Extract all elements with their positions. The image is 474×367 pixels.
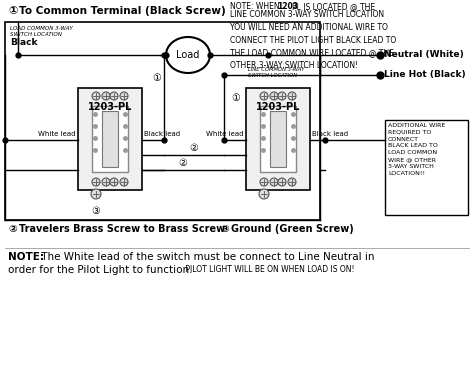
Text: 1203-PL: 1203-PL bbox=[88, 102, 132, 112]
Bar bbox=[102, 111, 118, 167]
Text: White lead: White lead bbox=[38, 131, 76, 137]
Text: LINE COMMON 3-WAY SWITCH LOCATION
YOU WILL NEED AN ADDITIONAL WIRE TO
CONNECT TH: LINE COMMON 3-WAY SWITCH LOCATION YOU WI… bbox=[230, 10, 396, 70]
Text: Neutral (White): Neutral (White) bbox=[384, 51, 464, 59]
Text: To Common Terminal (Black Screw): To Common Terminal (Black Screw) bbox=[19, 6, 226, 16]
Text: ①: ① bbox=[153, 73, 161, 83]
Text: order for the Pilot Light to function.: order for the Pilot Light to function. bbox=[8, 265, 192, 275]
Text: ①: ① bbox=[8, 6, 18, 16]
Circle shape bbox=[92, 92, 100, 100]
Circle shape bbox=[91, 189, 101, 199]
Text: NOTE: WHEN: NOTE: WHEN bbox=[230, 2, 280, 11]
Text: White lead: White lead bbox=[207, 131, 244, 137]
Circle shape bbox=[120, 92, 128, 100]
Circle shape bbox=[278, 92, 286, 100]
Bar bbox=[246, 88, 310, 190]
Circle shape bbox=[260, 178, 268, 186]
Text: Travelers Brass Screw to Brass Screw: Travelers Brass Screw to Brass Screw bbox=[19, 224, 225, 234]
Circle shape bbox=[270, 92, 278, 100]
Bar bbox=[385, 120, 468, 215]
Text: Load: Load bbox=[176, 50, 200, 60]
Circle shape bbox=[259, 189, 269, 199]
Circle shape bbox=[110, 178, 118, 186]
Circle shape bbox=[278, 178, 286, 186]
Circle shape bbox=[120, 178, 128, 186]
Text: ②: ② bbox=[190, 143, 199, 153]
Text: LINE COMMON 3-WAY
SWITCH LOCATION: LINE COMMON 3-WAY SWITCH LOCATION bbox=[248, 67, 305, 78]
Bar bbox=[5, 22, 320, 220]
Circle shape bbox=[260, 92, 268, 100]
Circle shape bbox=[110, 92, 118, 100]
Text: PL IS LOCATED @ THE: PL IS LOCATED @ THE bbox=[292, 2, 375, 11]
Text: ③: ③ bbox=[220, 224, 229, 234]
Bar bbox=[260, 106, 296, 172]
Text: Line Hot (Black): Line Hot (Black) bbox=[384, 70, 465, 80]
Circle shape bbox=[288, 178, 296, 186]
Circle shape bbox=[92, 178, 100, 186]
Circle shape bbox=[270, 178, 278, 186]
Circle shape bbox=[102, 92, 110, 100]
Text: Black lead: Black lead bbox=[312, 131, 348, 137]
Text: Black lead: Black lead bbox=[144, 131, 180, 137]
Text: ③: ③ bbox=[91, 206, 100, 216]
Text: The White lead of the switch must be connect to Line Neutral in: The White lead of the switch must be con… bbox=[38, 252, 374, 262]
Text: ②: ② bbox=[8, 224, 17, 234]
Circle shape bbox=[102, 178, 110, 186]
Text: ①: ① bbox=[232, 93, 240, 103]
Circle shape bbox=[288, 92, 296, 100]
Text: NOTE:: NOTE: bbox=[8, 252, 44, 262]
Text: LOAD COMMON 3-WAY
SWITCH LOCATION: LOAD COMMON 3-WAY SWITCH LOCATION bbox=[10, 26, 73, 37]
Text: ADDITIONAL WIRE
REQUIRED TO
CONNECT
BLACK LEAD TO
LOAD COMMON
WIRE @ OTHER
3-WAY: ADDITIONAL WIRE REQUIRED TO CONNECT BLAC… bbox=[388, 123, 445, 175]
Text: ②: ② bbox=[179, 158, 187, 168]
Text: Ground (Green Screw): Ground (Green Screw) bbox=[231, 224, 354, 234]
Text: 1203-PL: 1203-PL bbox=[256, 102, 300, 112]
Bar bbox=[78, 88, 142, 190]
Text: 1203: 1203 bbox=[277, 2, 298, 11]
Bar bbox=[270, 111, 286, 167]
Text: Black: Black bbox=[10, 38, 37, 47]
Text: PILOT LIGHT WILL BE ON WHEN LOAD IS ON!: PILOT LIGHT WILL BE ON WHEN LOAD IS ON! bbox=[183, 265, 355, 274]
Bar bbox=[92, 106, 128, 172]
